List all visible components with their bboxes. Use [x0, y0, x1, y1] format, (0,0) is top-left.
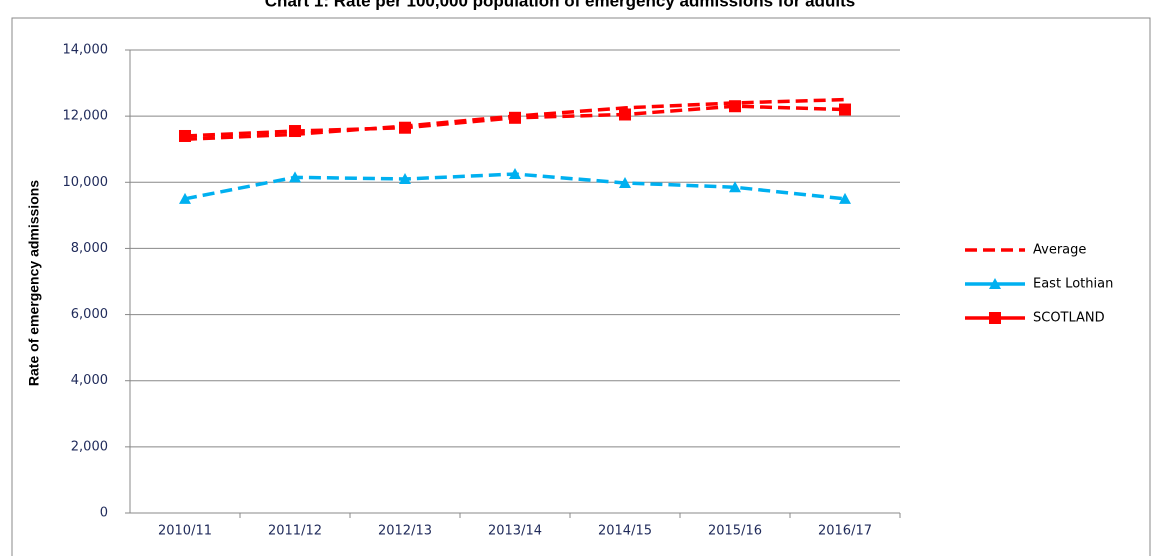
marker: [619, 176, 631, 188]
y-tick-label: 6,000: [71, 307, 108, 322]
marker: [509, 111, 521, 124]
x-tick-label: 2013/14: [488, 524, 542, 539]
y-tick-label: 2,000: [71, 439, 108, 454]
chart-title: Chart 1: Rate per 100,000 population of …: [265, 0, 855, 10]
legend-label: SCOTLAND: [1033, 311, 1105, 326]
marker: [179, 129, 191, 142]
marker: [289, 171, 301, 183]
legend-label: East Lothian: [1033, 277, 1113, 292]
x-tick-label: 2014/15: [598, 524, 652, 539]
marker: [509, 168, 521, 180]
x-tick-label: 2015/16: [708, 524, 762, 539]
marker: [399, 121, 411, 134]
y-tick-label: 12,000: [63, 109, 109, 124]
y-tick-label: 0: [100, 506, 108, 521]
y-tick-label: 8,000: [71, 241, 108, 256]
marker: [729, 181, 741, 193]
marker: [289, 125, 301, 138]
y-tick-label: 4,000: [71, 373, 108, 388]
legend-label: Average: [1033, 243, 1086, 258]
marker: [989, 312, 1001, 324]
x-tick-label: 2011/12: [268, 524, 322, 539]
x-tick-label: 2012/13: [378, 524, 432, 539]
marker: [619, 108, 631, 121]
marker: [839, 103, 851, 116]
y-axis-label: Rate of emergency admissions: [26, 180, 42, 386]
marker: [839, 192, 851, 204]
chart-border: [11, 17, 1151, 556]
marker: [399, 172, 411, 184]
x-tick-label: 2016/17: [818, 524, 872, 539]
y-tick-label: 14,000: [63, 43, 109, 58]
x-tick-label: 2010/11: [158, 524, 212, 539]
marker: [989, 278, 1001, 289]
y-tick-label: 10,000: [63, 175, 109, 190]
marker: [729, 100, 741, 113]
marker: [179, 192, 191, 204]
